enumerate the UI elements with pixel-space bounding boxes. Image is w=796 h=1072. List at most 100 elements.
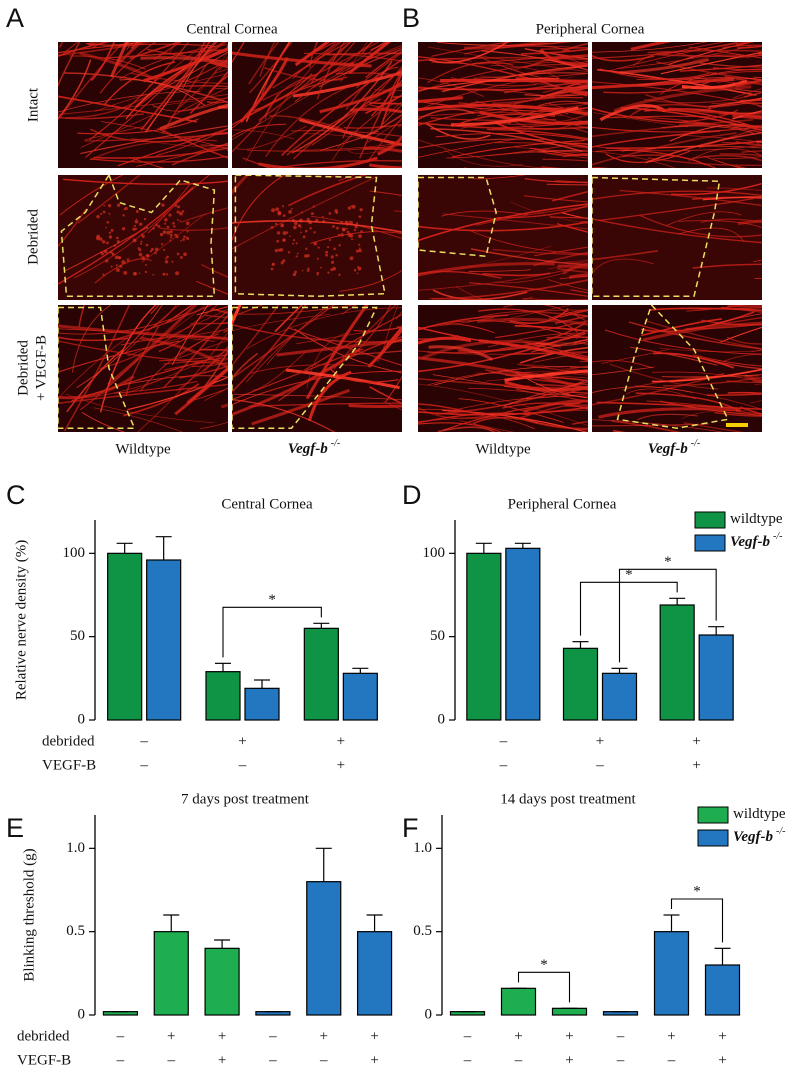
speckle xyxy=(139,242,142,245)
nerve-fiber xyxy=(84,133,228,142)
nerve-fiber xyxy=(495,272,566,284)
speckle xyxy=(181,210,185,213)
nerve-fiber xyxy=(180,207,228,223)
condition-symbol: + xyxy=(337,757,345,773)
speckle xyxy=(135,218,138,221)
nerve-fiber xyxy=(418,383,588,426)
nerve-fiber xyxy=(350,107,402,114)
nerve-fiber xyxy=(592,118,753,138)
speckle xyxy=(168,213,172,217)
speckle xyxy=(100,212,103,216)
speckle xyxy=(281,224,283,227)
nerve-fiber xyxy=(522,386,588,391)
nerve-fiber xyxy=(549,216,588,219)
nerve-fiber xyxy=(418,76,574,89)
speckle xyxy=(358,248,362,253)
speckle xyxy=(183,252,187,257)
nerve-fiber xyxy=(737,45,762,49)
speckle xyxy=(293,225,297,230)
speckle xyxy=(176,210,180,214)
nerve-fiber xyxy=(643,94,754,104)
nerve-fiber xyxy=(117,350,228,398)
nerve-fiber xyxy=(418,139,563,168)
nerve-fiber xyxy=(418,122,588,130)
speckle xyxy=(108,231,112,235)
nerve-fiber xyxy=(177,96,228,112)
nerve-fiber xyxy=(557,264,588,270)
speckle xyxy=(322,215,324,218)
nerve-fiber xyxy=(428,42,509,64)
speckle xyxy=(310,212,314,216)
speckle xyxy=(305,247,308,251)
significance-label: * xyxy=(540,957,548,973)
nerve-fiber xyxy=(318,48,402,88)
nerve-fiber xyxy=(343,123,402,129)
nerve-fiber xyxy=(735,42,754,47)
nerve-fiber xyxy=(523,195,588,203)
nerve-fiber xyxy=(605,150,691,163)
nerve-fiber xyxy=(592,54,655,62)
speckle xyxy=(292,239,296,242)
nerve-fiber xyxy=(245,42,337,162)
nerve-fiber xyxy=(176,56,228,110)
nerve-fiber xyxy=(678,220,762,229)
nerve-fiber xyxy=(59,45,121,118)
y-tick-label: 0.5 xyxy=(413,923,432,939)
nerve-fiber xyxy=(336,42,386,75)
nerve-fiber xyxy=(232,305,264,317)
nerve-fiber xyxy=(206,100,228,104)
nerve-fiber xyxy=(542,81,588,94)
speckle xyxy=(306,269,310,272)
nerve-fiber xyxy=(546,336,588,339)
nerve-fiber xyxy=(171,305,209,366)
y-axis-label: Blinking threshold (g) xyxy=(21,848,37,981)
nerve-fiber xyxy=(481,50,588,71)
nerve-fiber xyxy=(522,297,588,300)
significance-bracket xyxy=(579,581,678,636)
nerve-fiber xyxy=(93,407,184,432)
nerve-fiber xyxy=(171,143,228,166)
nerve-fiber xyxy=(470,96,584,104)
nerve-fiber xyxy=(548,309,588,320)
speckle xyxy=(276,239,280,243)
micrograph xyxy=(58,175,228,300)
nerve-fiber xyxy=(536,340,588,346)
condition-symbol: – xyxy=(616,1052,625,1068)
speckle xyxy=(108,212,111,215)
speckle xyxy=(115,268,120,273)
condition-symbol: + xyxy=(718,1052,726,1068)
nerve-fiber xyxy=(542,158,588,162)
condition-symbol: + xyxy=(167,1028,175,1044)
nerve-fiber xyxy=(494,141,588,149)
speckle xyxy=(102,210,106,214)
nerve-fiber xyxy=(199,348,228,351)
nerve-fiber xyxy=(182,42,216,89)
legend-label: Vegf-b -/- xyxy=(730,531,782,550)
nerve-fiber xyxy=(435,132,588,141)
nerve-fiber xyxy=(721,141,762,146)
nerve-fiber xyxy=(295,142,402,151)
speckle xyxy=(107,203,112,208)
speckle xyxy=(356,272,359,275)
nerve-fiber xyxy=(77,175,141,224)
speckle xyxy=(292,242,295,245)
nerve-fiber xyxy=(719,153,762,157)
nerve-fiber xyxy=(418,314,509,331)
bar xyxy=(107,552,143,721)
nerve-fiber xyxy=(99,305,219,370)
nerve-fiber xyxy=(592,359,653,369)
significance-bracket xyxy=(517,971,571,1003)
speckle xyxy=(110,265,113,268)
bar xyxy=(342,672,378,721)
column-label: Wildtype xyxy=(115,441,171,457)
significance-label: * xyxy=(664,554,672,570)
legend-swatch xyxy=(697,829,729,847)
nerve-fiber xyxy=(418,377,531,388)
speckle xyxy=(357,243,361,246)
nerve-fiber xyxy=(735,88,762,93)
nerve-fiber xyxy=(755,140,762,143)
nerve-fiber xyxy=(436,42,569,46)
nerve-fiber xyxy=(636,72,717,81)
speckle xyxy=(164,222,167,225)
